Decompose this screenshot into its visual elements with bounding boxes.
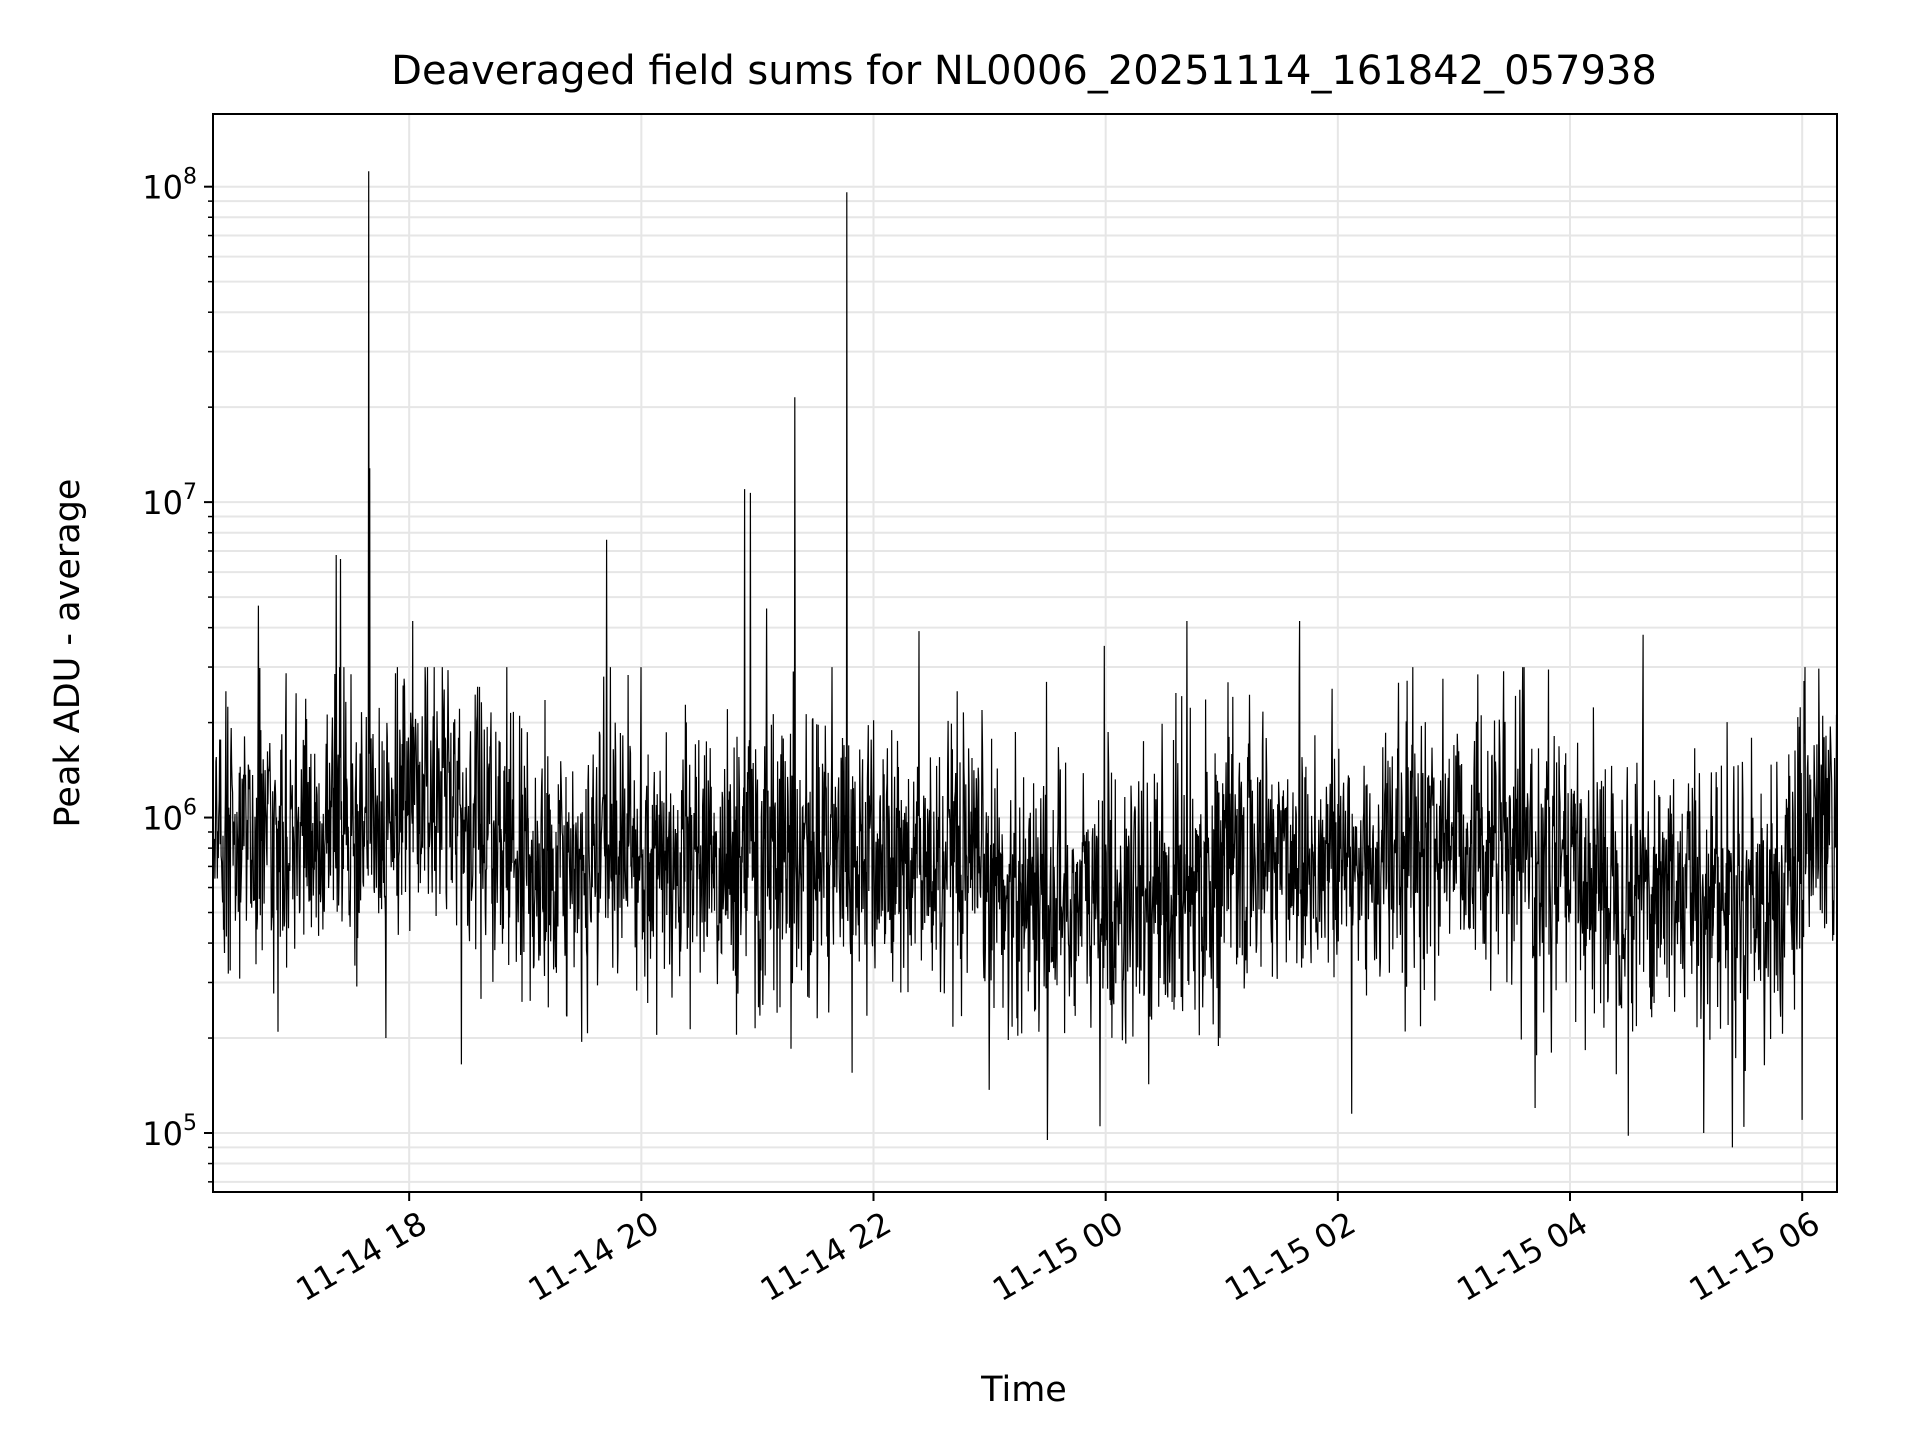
series-line [212,171,1838,1148]
plot-frame [212,113,1838,1193]
y-axis-label: Peak ADU - average [48,479,88,828]
x-axis-label: Time [980,1370,1067,1410]
chart-title: Deaveraged field sums for NL0006_2025111… [391,48,1657,94]
series-path [212,171,1838,1148]
